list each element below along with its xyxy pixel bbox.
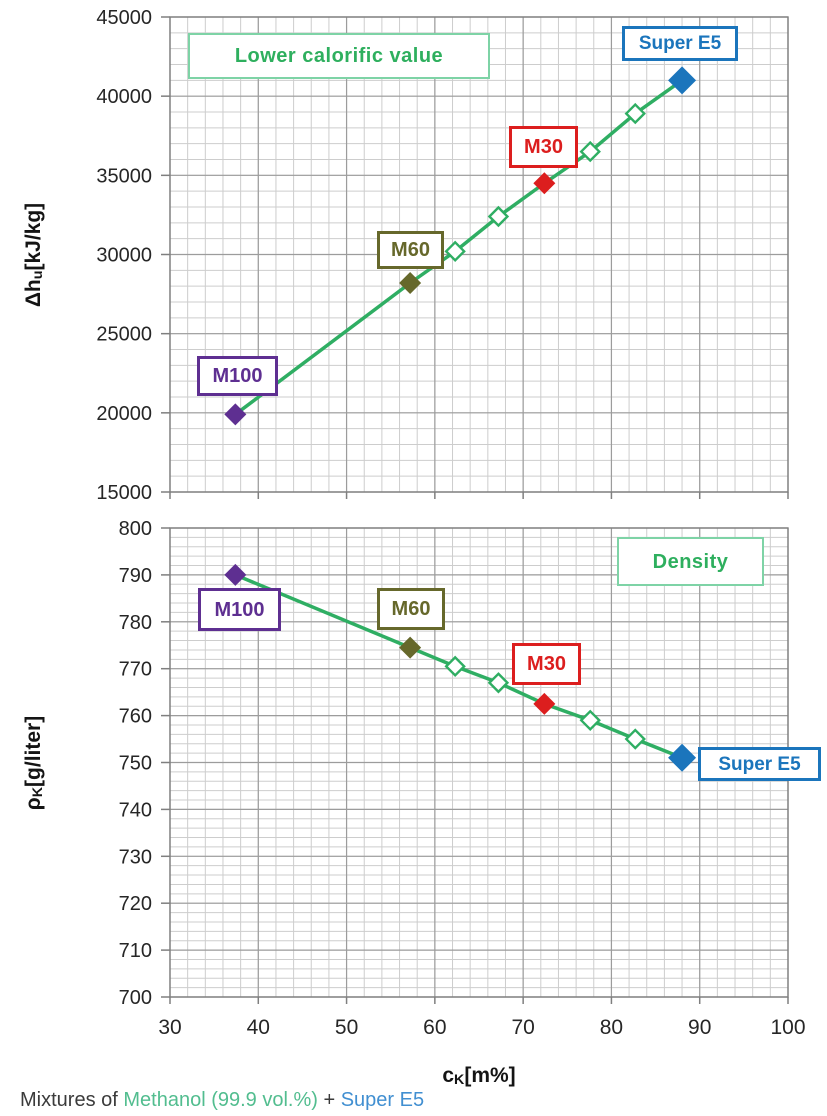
x-tick-label: 60 xyxy=(423,1016,446,1039)
x-title-suffix: [m%] xyxy=(464,1064,516,1087)
data-point-open-diamond xyxy=(444,655,466,678)
y-tick-label: 15000 xyxy=(96,482,152,504)
caption-super-e5: Super E5 xyxy=(340,1089,425,1111)
data-point-m30 xyxy=(533,692,556,715)
x-tick-label: 40 xyxy=(247,1016,270,1039)
x-tick-label: 70 xyxy=(511,1016,534,1039)
data-point-super-e5 xyxy=(668,66,697,95)
y-tick-label: 760 xyxy=(119,706,152,728)
y-title-suffix: [g/liter] xyxy=(22,715,45,787)
gridlines xyxy=(169,16,789,493)
data-point-m60 xyxy=(399,636,422,659)
data-point-open-diamond xyxy=(487,205,510,228)
y-tick-label: 750 xyxy=(119,753,152,775)
top-chart-y-axis-title: Δh u [kJ/kg] xyxy=(19,135,49,375)
y-tick-label: 740 xyxy=(119,799,152,821)
series-line xyxy=(234,78,684,416)
bottom-chart-title: Density xyxy=(652,550,729,573)
label-m60-bottom: M60 xyxy=(377,588,445,630)
y-tick-label: 780 xyxy=(119,612,152,634)
y-tick-label: 45000 xyxy=(96,7,152,29)
axis-ticks: 800 790 780 770 760 750 740 730 720 710 700 30 40 50 6… xyxy=(119,518,806,1039)
x-tick-label: 90 xyxy=(688,1016,711,1039)
y-tick-label: 35000 xyxy=(96,165,152,187)
y-tick-label: 720 xyxy=(119,893,152,915)
y-tick-label: 770 xyxy=(119,659,152,681)
y-tick-label: 20000 xyxy=(96,403,152,425)
y-tick-label: 30000 xyxy=(96,245,152,267)
data-point-open-diamond xyxy=(444,240,466,263)
y-tick-label: 700 xyxy=(119,987,152,1009)
label-m60-top: M60 xyxy=(377,231,444,269)
data-point-m60 xyxy=(399,272,422,294)
axis-ticks: 45000 40000 35000 30000 25000 20000 15000 xyxy=(96,7,789,504)
top-chart-title: Lower calorific value xyxy=(234,45,444,67)
y-tick-label: 40000 xyxy=(96,86,152,108)
series-markers xyxy=(224,563,697,772)
y-title-subscript: u xyxy=(29,270,46,280)
label-m100-top: M100 xyxy=(197,356,278,396)
data-point-open-diamond xyxy=(624,102,646,125)
y-title-prefix: Δh xyxy=(22,279,45,308)
data-point-m100 xyxy=(224,403,247,426)
y-title-subscript: K xyxy=(29,786,46,798)
caption-plus: + xyxy=(317,1089,341,1111)
caption-methanol: Methanol (99.9 vol.%) xyxy=(123,1089,318,1111)
data-point-super-e5 xyxy=(668,743,697,772)
bottom-chart-title-box: Density xyxy=(617,537,764,586)
y-tick-label: 730 xyxy=(119,846,152,868)
y-tick-label: 790 xyxy=(119,565,152,587)
y-tick-label: 25000 xyxy=(96,324,152,346)
label-super-e5-top: Super E5 xyxy=(622,26,738,61)
x-tick-label: 100 xyxy=(770,1016,805,1039)
top-chart-title-box: Lower calorific value xyxy=(188,33,490,79)
y-tick-label: 710 xyxy=(119,940,152,962)
data-point-m100 xyxy=(224,563,247,586)
x-tick-label: 50 xyxy=(335,1016,358,1039)
figure-caption: Mixtures of Methanol (99.9 vol.%) + Supe… xyxy=(20,1089,424,1112)
x-title-prefix: c xyxy=(442,1064,455,1087)
data-point-m30 xyxy=(533,172,556,195)
label-m100-bottom: M100 xyxy=(198,588,281,631)
label-m30-bottom: M30 xyxy=(512,643,581,685)
y-title-prefix: ρ xyxy=(22,797,45,811)
y-title-suffix: [kJ/kg] xyxy=(22,202,45,271)
data-point-open-diamond xyxy=(624,728,646,750)
label-m30-top: M30 xyxy=(509,126,578,168)
label-super-e5-bottom: Super E5 xyxy=(698,747,821,781)
series-markers xyxy=(224,66,697,426)
data-point-open-diamond xyxy=(579,709,601,731)
data-point-open-diamond xyxy=(579,140,601,163)
data-point-open-diamond xyxy=(487,672,510,694)
x-tick-label: 80 xyxy=(600,1016,623,1039)
caption-mixtures-of: Mixtures of xyxy=(20,1089,124,1111)
x-title-subscript: K xyxy=(454,1071,465,1088)
y-tick-label: 800 xyxy=(119,518,152,540)
x-tick-label: 30 xyxy=(158,1016,181,1039)
